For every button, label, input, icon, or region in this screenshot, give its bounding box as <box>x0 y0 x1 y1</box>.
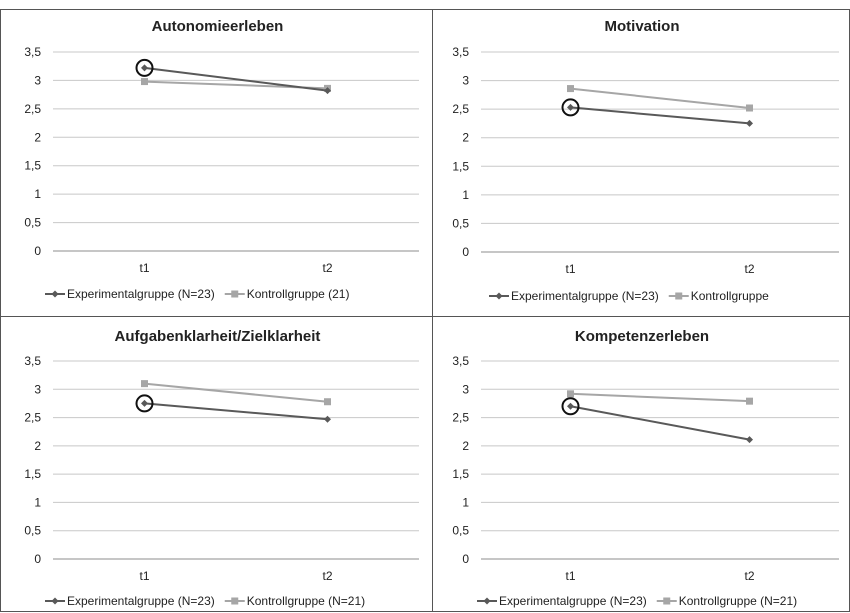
chart-panel-autonomieerleben: Autonomieerleben 0 0,5 1 1,5 2 2,5 3 3,5 t1 t2 Expe… <box>0 9 433 317</box>
highlight-circle <box>135 58 154 77</box>
chart-title: Motivation <box>605 18 680 35</box>
y-tick-label: 1,5 <box>24 159 41 173</box>
x-tick-label: t1 <box>565 569 575 583</box>
chart-title: Aufgabenklarheit/Zielklarheit <box>115 328 321 345</box>
legend-label: Kontrollgruppe <box>691 289 769 303</box>
y-tick-label: 3 <box>34 382 41 396</box>
chart-svg: Aufgabenklarheit/Zielklarheit 0 0,5 1 1,5 2 2,… <box>24 328 419 608</box>
y-tick-label: 2,5 <box>24 102 41 116</box>
data-point <box>746 119 753 127</box>
chart-panel-motivation: Motivation 0 0,5 1 1,5 2 2,5 3 3,5 t1 t2 Experiment… <box>432 9 850 317</box>
y-tick-label: 2,5 <box>452 102 469 116</box>
y-tick-label: 0 <box>34 244 41 258</box>
legend-marker <box>663 597 671 605</box>
y-tick-label: 3 <box>34 73 41 87</box>
legend-marker <box>675 292 683 300</box>
legend-label: Experimentalgruppe (N=23) <box>67 287 215 301</box>
legend-label: Kontrollgruppe (N=21) <box>679 594 797 608</box>
y-tick-label: 3,5 <box>24 354 41 368</box>
legend-label: Experimentalgruppe (N=23) <box>499 594 647 608</box>
y-tick-label: 2 <box>34 130 41 144</box>
series-line <box>570 87 750 109</box>
highlight-circle <box>561 397 580 416</box>
legend-marker <box>483 597 491 605</box>
y-tick-label: 2 <box>34 439 41 453</box>
y-tick-label: 2,5 <box>24 411 41 425</box>
y-tick-label: 3 <box>462 74 469 88</box>
legend-marker <box>51 290 59 298</box>
data-point <box>141 64 148 72</box>
data-point <box>567 402 574 410</box>
y-tick-label: 0,5 <box>452 216 469 230</box>
legend-marker <box>231 290 239 298</box>
x-tick-label: t2 <box>322 569 332 583</box>
x-tick-label: t1 <box>139 569 149 583</box>
data-point <box>324 415 331 423</box>
highlight-circle <box>561 98 580 117</box>
y-tick-label: 1 <box>462 495 469 509</box>
data-point <box>746 436 753 444</box>
y-tick-label: 0,5 <box>24 216 41 230</box>
y-tick-label: 0 <box>462 552 469 566</box>
chart-panel-aufgabenklarheit: Aufgabenklarheit/Zielklarheit 0 0,5 1 1,5 2 2,… <box>0 316 433 612</box>
data-point <box>567 390 574 398</box>
legend-label: Kontrollgruppe (21) <box>247 287 350 301</box>
x-tick-label: t1 <box>565 262 575 276</box>
y-tick-label: 2,5 <box>452 411 469 425</box>
chart-svg: Motivation 0 0,5 1 1,5 2 2,5 3 3,5 t1 t2 Experiment… <box>452 18 839 303</box>
data-point <box>567 85 574 93</box>
series-line <box>144 382 328 403</box>
y-tick-label: 0,5 <box>24 524 41 538</box>
data-point <box>324 87 331 95</box>
legend-marker <box>231 597 239 605</box>
y-tick-label: 1,5 <box>452 467 469 481</box>
y-tick-label: 3,5 <box>452 354 469 368</box>
x-tick-label: t2 <box>744 569 754 583</box>
chart-title: Kompetenzerleben <box>575 328 709 345</box>
y-tick-label: 0,5 <box>452 524 469 538</box>
series-line <box>144 402 328 421</box>
y-tick-label: 3,5 <box>24 45 41 59</box>
data-point <box>141 399 148 407</box>
data-point <box>746 397 753 405</box>
y-tick-label: 0 <box>34 552 41 566</box>
series-line <box>570 405 750 441</box>
x-tick-label: t2 <box>744 262 754 276</box>
data-point <box>567 103 574 111</box>
chart-panel-kompetenzerleben: Kompetenzerleben 0 0,5 1 1,5 2 2,5 3 3,5 t1 t2 Expe… <box>432 316 850 612</box>
series-line <box>570 392 750 403</box>
y-tick-label: 3 <box>462 382 469 396</box>
legend-label: Experimentalgruppe (N=23) <box>67 594 215 608</box>
legend-label: Experimentalgruppe (N=23) <box>511 289 659 303</box>
data-point <box>141 380 148 388</box>
y-tick-label: 3,5 <box>452 45 469 59</box>
chart-title: Autonomieerleben <box>152 18 284 35</box>
y-tick-label: 1 <box>34 187 41 201</box>
data-point <box>141 78 148 86</box>
chart-svg: Autonomieerleben 0 0,5 1 1,5 2 2,5 3 3,5 t1 t2 Expe… <box>24 18 419 301</box>
series-line <box>144 66 328 92</box>
legend-label: Kontrollgruppe (N=21) <box>247 594 365 608</box>
x-tick-label: t2 <box>322 261 332 275</box>
y-tick-label: 1,5 <box>24 467 41 481</box>
y-tick-label: 2 <box>462 131 469 145</box>
highlight-circle <box>135 394 154 413</box>
data-point <box>746 104 753 112</box>
legend-marker <box>495 292 503 300</box>
y-tick-label: 1 <box>462 188 469 202</box>
x-tick-label: t1 <box>139 261 149 275</box>
legend-marker <box>51 597 59 605</box>
y-tick-label: 0 <box>462 245 469 259</box>
y-tick-label: 1 <box>34 495 41 509</box>
chart-svg: Kompetenzerleben 0 0,5 1 1,5 2 2,5 3 3,5 t1 t2 Expe… <box>452 328 839 608</box>
series-line <box>570 106 750 125</box>
data-point <box>324 398 331 406</box>
y-tick-label: 1,5 <box>452 159 469 173</box>
y-tick-label: 2 <box>462 439 469 453</box>
